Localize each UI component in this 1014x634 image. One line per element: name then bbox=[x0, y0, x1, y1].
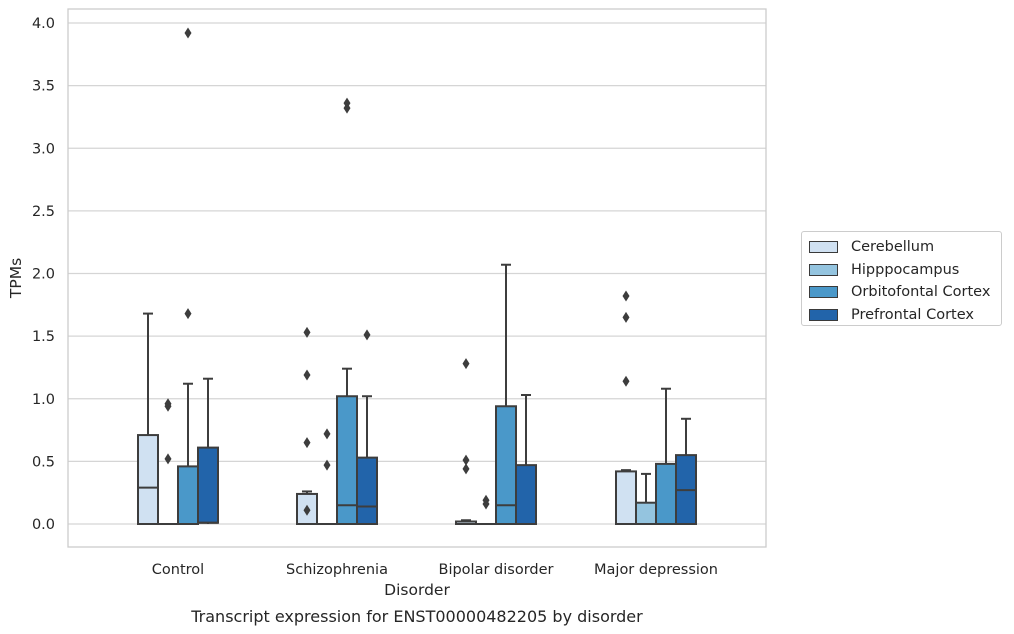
outlier-point bbox=[462, 463, 470, 475]
y-tick-label: 0.0 bbox=[32, 517, 55, 533]
box-prefrontal-cortex bbox=[675, 417, 697, 525]
outlier-point bbox=[164, 453, 172, 465]
box-cerebellum bbox=[455, 358, 477, 525]
legend-item: Orbitofontal Cortex bbox=[809, 281, 1001, 304]
outlier-point bbox=[323, 428, 331, 440]
box-cerebellum bbox=[137, 312, 159, 526]
box-body bbox=[655, 462, 677, 526]
box-body bbox=[356, 456, 378, 525]
x-tick-label: Bipolar disorder bbox=[439, 562, 554, 578]
box-prefrontal-cortex bbox=[197, 377, 219, 524]
box-body bbox=[495, 405, 517, 526]
outlier-point bbox=[323, 459, 331, 471]
figure-caption: Transcript expression for ENST0000048220… bbox=[191, 607, 643, 626]
legend-item: Hipppocampus bbox=[809, 259, 1001, 282]
legend-swatch bbox=[809, 241, 838, 254]
y-tick-label: 3.0 bbox=[32, 141, 55, 157]
box-body bbox=[635, 501, 657, 525]
outlier-point bbox=[184, 308, 192, 320]
box-hipppocampus bbox=[475, 494, 497, 526]
x-tick-label: Major depression bbox=[594, 562, 718, 578]
legend: Cerebellum Hipppocampus Orbitofontal Corte… bbox=[801, 231, 1002, 326]
y-tick-labels: 0.0 0.5 1.0 1.5 2.0 2.5 3.0 3.5 4.0 bbox=[32, 16, 55, 533]
box-body bbox=[615, 470, 637, 525]
box-hipppocampus bbox=[316, 428, 338, 526]
box-body bbox=[137, 434, 159, 526]
y-tick-label: 2.5 bbox=[32, 204, 55, 220]
outlier-point bbox=[303, 326, 311, 338]
box-prefrontal-cortex bbox=[515, 393, 537, 526]
outlier-point bbox=[184, 27, 192, 39]
box-hipppocampus bbox=[635, 472, 657, 525]
box-orbitofontal-cortex bbox=[177, 27, 199, 526]
x-tick-labels: Control Schizophrenia Bipolar disorder Majo… bbox=[152, 562, 718, 578]
x-tick-label: Control bbox=[152, 562, 204, 578]
box-groups bbox=[137, 27, 697, 526]
outlier-point bbox=[303, 369, 311, 381]
box-orbitofontal-cortex bbox=[495, 263, 517, 526]
legend-label: Cerebellum bbox=[851, 239, 935, 256]
outlier-point bbox=[622, 375, 630, 387]
outlier-point bbox=[482, 498, 490, 510]
y-axis-label: TPMs bbox=[7, 258, 25, 299]
y-tick-label: 1.5 bbox=[32, 329, 55, 345]
outlier-point bbox=[343, 102, 351, 114]
x-tick-label: Schizophrenia bbox=[286, 562, 388, 578]
box-orbitofontal-cortex bbox=[336, 97, 358, 525]
y-tick-label: 1.0 bbox=[32, 392, 55, 408]
outlier-point bbox=[462, 358, 470, 370]
outlier-point bbox=[622, 290, 630, 302]
y-tick-label: 3.5 bbox=[32, 79, 55, 95]
y-tick-label: 0.5 bbox=[32, 454, 55, 470]
legend-label: Orbitofontal Cortex bbox=[851, 284, 991, 301]
legend-label: Hipppocampus bbox=[851, 261, 960, 278]
box-body bbox=[197, 446, 219, 524]
box-cerebellum bbox=[615, 290, 637, 525]
box-hipppocampus bbox=[157, 398, 179, 526]
gridlines bbox=[68, 22, 766, 525]
legend-swatch bbox=[809, 263, 838, 276]
legend-item: Prefrontal Cortex bbox=[809, 304, 1001, 327]
box-orbitofontal-cortex bbox=[655, 387, 677, 526]
box-prefrontal-cortex bbox=[356, 329, 378, 525]
outlier-point bbox=[303, 437, 311, 449]
outlier-point bbox=[363, 329, 371, 341]
outlier-point bbox=[164, 400, 172, 412]
legend-label: Prefrontal Cortex bbox=[851, 306, 974, 323]
box-body bbox=[177, 465, 199, 526]
legend-swatch bbox=[809, 308, 838, 321]
y-tick-label: 4.0 bbox=[32, 16, 55, 32]
outlier-point bbox=[303, 504, 311, 516]
x-axis-label: Disorder bbox=[384, 581, 450, 599]
plot-area-border bbox=[67, 8, 767, 548]
legend-swatch bbox=[809, 286, 838, 299]
legend-item: Cerebellum bbox=[809, 236, 1001, 259]
box-cerebellum bbox=[296, 326, 318, 526]
outlier-point bbox=[462, 454, 470, 466]
outlier-point bbox=[622, 311, 630, 323]
box-body bbox=[515, 464, 537, 526]
y-tick-label: 2.0 bbox=[32, 267, 55, 283]
